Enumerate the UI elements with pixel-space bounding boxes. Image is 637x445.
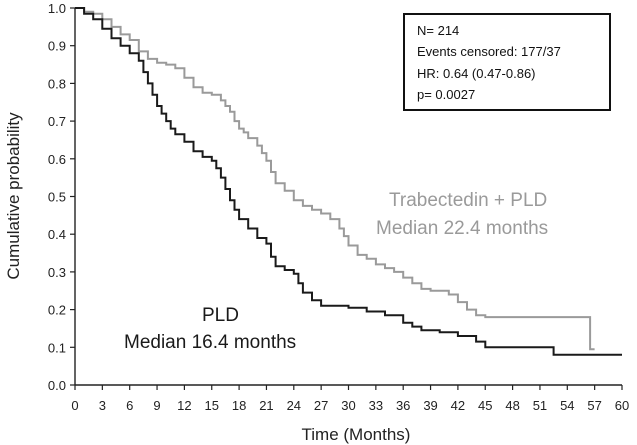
x-axis-title: Time (Months)	[302, 425, 411, 444]
y-tick-label: 1.0	[48, 1, 66, 16]
stats-box-frame	[403, 13, 611, 111]
x-tick-label: 6	[126, 398, 133, 413]
pld-label: PLD	[202, 305, 239, 326]
y-tick-label: 0.7	[48, 114, 66, 129]
x-tick-label: 33	[369, 398, 383, 413]
x-tick-label: 36	[396, 398, 410, 413]
axis-ticks: 0 3 6 9 12 15 18 21 24 27 30 33 36 39 42 45 48 51 54 57 600.…	[48, 1, 629, 413]
survival-curve-trabectedin-pld	[75, 7, 595, 351]
x-tick-label: 60	[615, 398, 629, 413]
stats-n: N= 214	[417, 23, 459, 38]
stats-hr: HR: 0.64 (0.47-0.86)	[417, 66, 536, 81]
y-tick-label: 0.3	[48, 265, 66, 280]
x-tick-label: 48	[505, 398, 519, 413]
x-tick-label: 45	[478, 398, 492, 413]
x-tick-label: 3	[99, 398, 106, 413]
trabectedin-median-label: Median 22.4 months	[376, 218, 548, 239]
x-tick-label: 0	[71, 398, 78, 413]
x-tick-label: 54	[560, 398, 574, 413]
x-tick-label: 27	[314, 398, 328, 413]
x-tick-label: 39	[423, 398, 437, 413]
y-tick-label: 0.4	[48, 227, 66, 242]
stats-p: p= 0.0027	[417, 87, 475, 102]
pld-median-label: Median 16.4 months	[124, 332, 296, 353]
y-tick-label: 0.0	[48, 378, 66, 393]
stats-events: Events censored: 177/37	[417, 44, 561, 59]
stats-box: N= 214 Events censored: 177/37 HR: 0.64 …	[403, 13, 611, 111]
x-tick-label: 42	[451, 398, 465, 413]
x-tick-label: 24	[287, 398, 301, 413]
y-axis-title: Cumulative probability	[4, 112, 23, 280]
x-tick-label: 51	[533, 398, 547, 413]
survival-curve-pld	[75, 7, 622, 356]
y-tick-label: 0.6	[48, 152, 66, 167]
y-tick-label: 0.5	[48, 190, 66, 205]
x-tick-label: 57	[587, 398, 601, 413]
x-tick-label: 15	[205, 398, 219, 413]
y-tick-label: 0.1	[48, 340, 66, 355]
x-tick-label: 30	[341, 398, 355, 413]
y-tick-label: 0.2	[48, 303, 66, 318]
x-tick-label: 18	[232, 398, 246, 413]
x-tick-label: 12	[177, 398, 191, 413]
x-tick-label: 9	[153, 398, 160, 413]
x-tick-label: 21	[259, 398, 273, 413]
y-tick-label: 0.9	[48, 39, 66, 54]
trabectedin-label: Trabectedin + PLD	[389, 190, 547, 211]
survival-curves	[75, 7, 622, 356]
y-tick-label: 0.8	[48, 76, 66, 91]
